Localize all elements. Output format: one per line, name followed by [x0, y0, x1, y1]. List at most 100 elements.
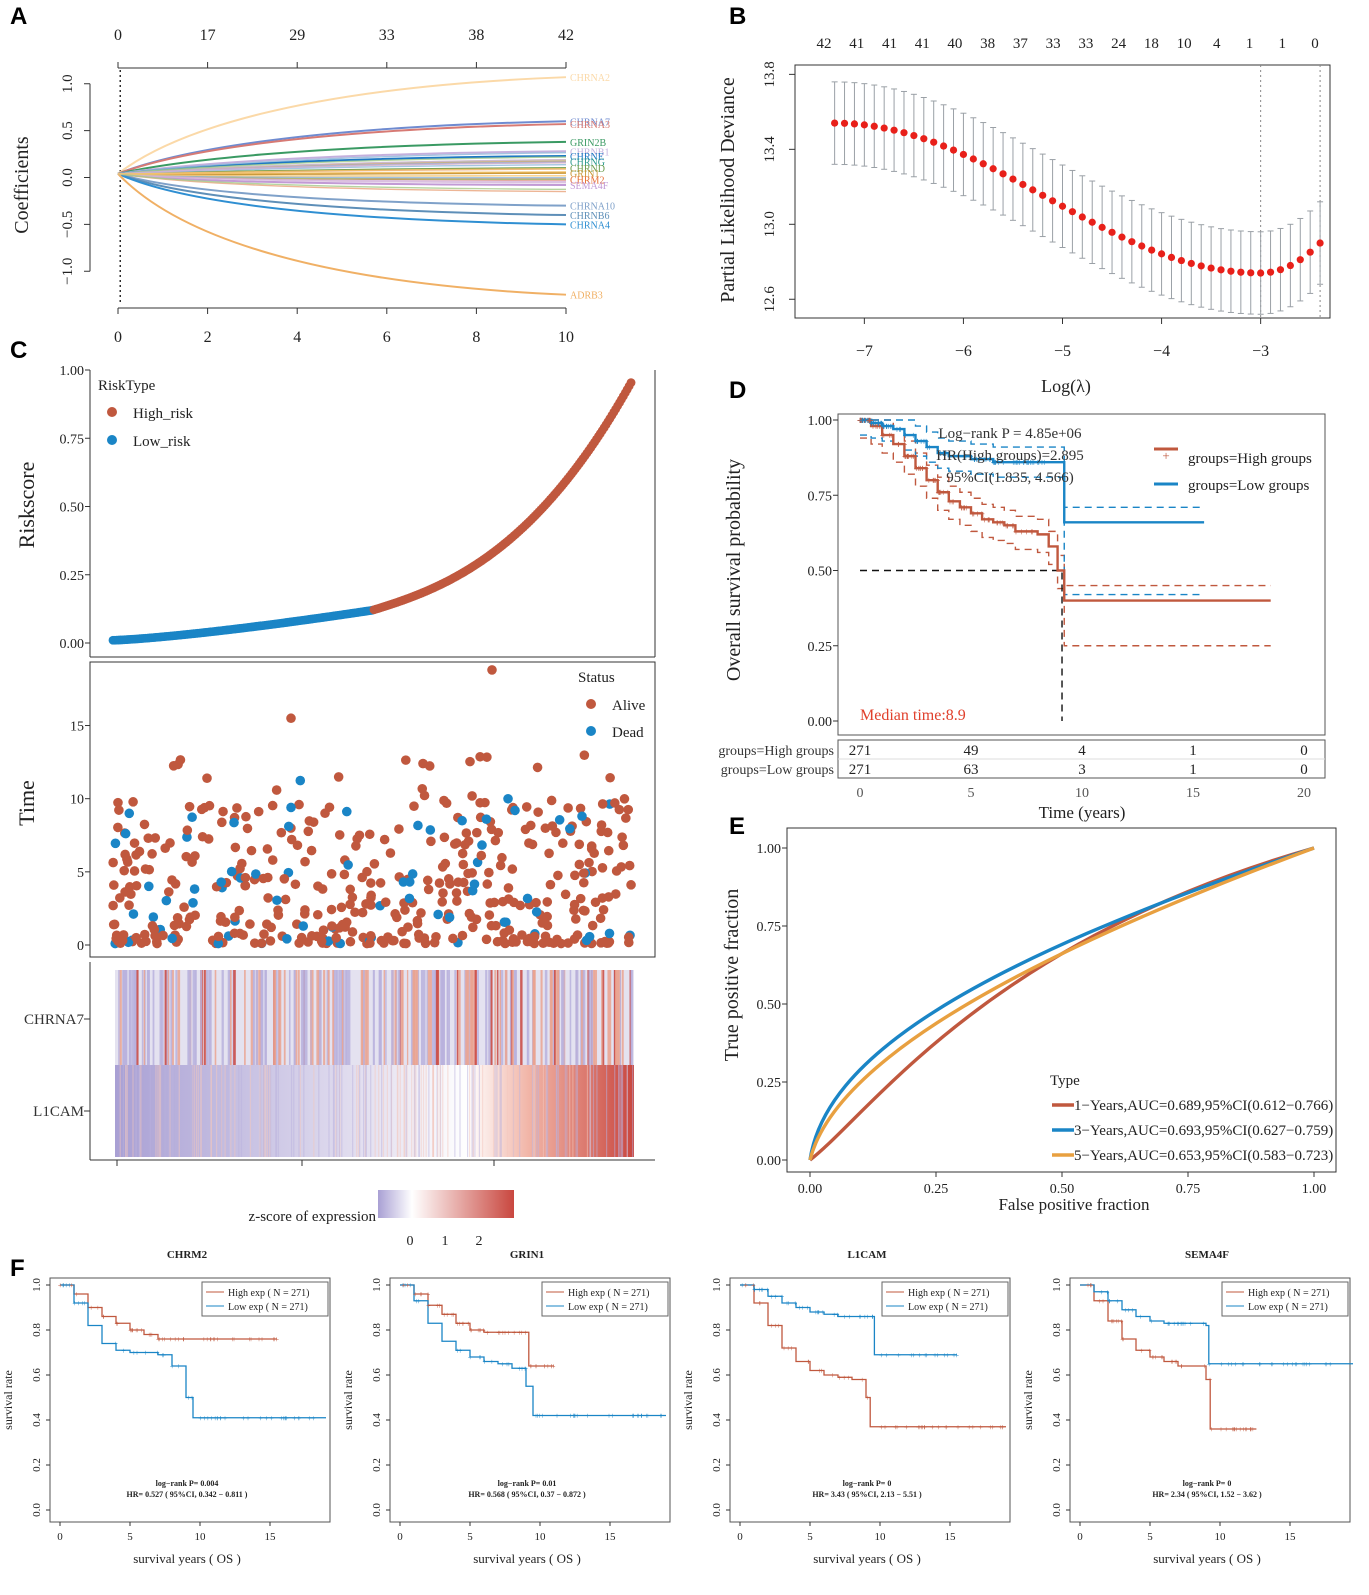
time-point	[294, 799, 304, 810]
heatmap-stripe	[227, 970, 230, 1065]
censor-high-mark: +	[902, 451, 908, 463]
censor-high-mark: +	[935, 487, 941, 499]
deviance-point	[1118, 233, 1126, 241]
heatmap-stripe	[332, 1065, 335, 1157]
time-point	[141, 936, 151, 947]
censor-low-mark: +	[1301, 1360, 1306, 1369]
censor-high-mark: +	[940, 487, 946, 499]
plot-title: CHRM2	[167, 1249, 208, 1261]
heatmap-stripe	[617, 970, 620, 1065]
censor-low-mark: +	[215, 1414, 220, 1423]
colorbar-title: z-score of expression	[249, 1209, 377, 1225]
x-tick-label: 10	[875, 1531, 887, 1543]
plot-frame	[1069, 1277, 1351, 1523]
heatmap-stripe	[161, 970, 164, 1065]
heatmap-stripe	[544, 970, 548, 1065]
time-point	[586, 844, 597, 854]
censor-low-mark: +	[995, 457, 1001, 469]
y-tick-label: 0.75	[60, 432, 85, 447]
time-point	[510, 805, 520, 816]
censor-low-mark: +	[636, 1412, 641, 1421]
time-point	[458, 877, 469, 888]
coef-label: SEMA4F	[570, 181, 609, 192]
heatmap-stripe	[546, 1065, 549, 1157]
time-point	[623, 804, 634, 815]
censor-high-mark: +	[542, 1362, 547, 1371]
time-point	[139, 819, 150, 830]
heatmap-stripe	[146, 970, 150, 1065]
y-tick-label: 0.6	[1051, 1368, 1063, 1382]
time-point	[486, 920, 497, 931]
y-tick-label: 13.0	[762, 211, 778, 237]
y-tick-label: −0.5	[60, 211, 76, 238]
censor-high-mark: +	[879, 1423, 884, 1432]
heatmap-stripe	[532, 970, 536, 1065]
heatmap-stripe	[459, 1065, 461, 1157]
time-point	[537, 918, 548, 928]
y-tick-label: 0.25	[757, 1076, 782, 1091]
censor-low-mark: +	[862, 415, 868, 427]
heatmap-stripe	[468, 1065, 471, 1157]
heatmap-stripe	[620, 1065, 622, 1157]
heatmap-stripe	[513, 1065, 515, 1157]
censor-high-mark: +	[208, 1335, 213, 1344]
time-point	[597, 893, 608, 903]
heatmap-stripe	[210, 970, 212, 1065]
censor-low-mark: +	[1166, 1319, 1171, 1328]
time-point	[263, 893, 273, 903]
y-axis-title: Coefficients	[11, 136, 33, 234]
deviance-point	[1217, 266, 1225, 274]
time-point	[581, 935, 592, 946]
heatmap-stripe	[352, 1065, 354, 1157]
heatmap-stripe	[255, 970, 259, 1065]
heatmap-stripe	[561, 970, 563, 1065]
heatmap-stripe	[225, 1065, 227, 1157]
censor-low-mark: +	[1041, 457, 1047, 469]
heatmap-stripe	[249, 1065, 251, 1157]
censor-high-mark: +	[1109, 1317, 1114, 1326]
censor-low-mark: +	[884, 421, 890, 433]
heatmap-stripe	[122, 970, 125, 1065]
censor-low-mark: +	[881, 421, 887, 433]
time-point	[124, 900, 134, 910]
censor-high-mark: +	[896, 439, 902, 451]
censor-low-mark: +	[857, 415, 863, 427]
time-point	[185, 912, 196, 923]
heatmap-stripe	[208, 970, 210, 1065]
heatmap-stripe	[164, 970, 167, 1065]
legend-box	[1221, 1281, 1349, 1317]
censor-high-mark: +	[160, 1335, 165, 1344]
heatmap-stripe	[158, 1065, 161, 1157]
time-point	[351, 841, 361, 851]
censor-high-mark: +	[1119, 1317, 1124, 1326]
time-point	[232, 803, 242, 813]
censor-high-mark: +	[842, 1373, 847, 1382]
heatmap-stripe	[303, 1065, 305, 1157]
y-tick-label: 10	[70, 793, 84, 808]
time-point	[457, 815, 467, 826]
time-point	[213, 938, 224, 949]
heatmap-stripe	[169, 1065, 171, 1157]
censor-low-mark: +	[568, 1412, 573, 1421]
risk-table-row-label: groups=High groups	[718, 744, 834, 759]
heatmap-stripe	[238, 1065, 240, 1157]
time-point	[503, 793, 513, 804]
time-point	[457, 848, 468, 859]
heatmap-stripe	[317, 970, 321, 1065]
censor-low-mark: +	[911, 1351, 916, 1360]
heatmap-stripe	[382, 1065, 385, 1157]
censor-low-mark: +	[805, 1304, 810, 1313]
heatmap-stripe	[124, 970, 127, 1065]
censor-low-mark: +	[832, 1310, 837, 1319]
censor-high-mark: +	[859, 415, 865, 427]
censor-low-mark: +	[607, 1412, 612, 1421]
x-tick-label: 8	[472, 329, 480, 346]
heatmap-stripe	[415, 1065, 417, 1157]
censor-high-mark: +	[895, 1423, 900, 1432]
time-point	[563, 938, 573, 948]
time-point	[160, 843, 171, 853]
time-point	[114, 805, 124, 815]
time-point	[531, 907, 542, 917]
censor-low-mark: +	[863, 1313, 868, 1322]
plot-title: GRIN1	[510, 1249, 544, 1261]
